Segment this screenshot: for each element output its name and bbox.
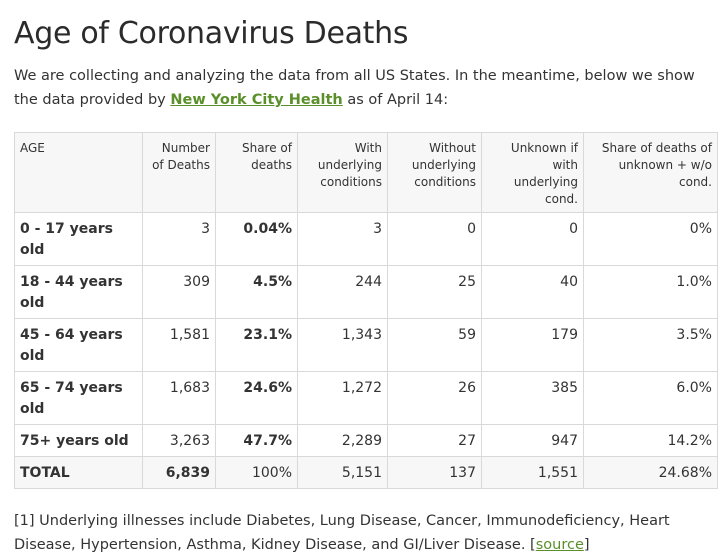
unknown-cell: 385 [481, 371, 584, 425]
footnote: [1] Underlying illnesses include Diabete… [14, 509, 717, 557]
intro-text-end: as of April 14: [342, 92, 449, 108]
age-cell: 45 - 64 years old [14, 318, 143, 372]
total-without-conditions-cell: 137 [387, 456, 482, 489]
total-unknown-cell: 1,551 [481, 456, 584, 489]
header-share-of-deaths: Share of deaths [215, 132, 298, 213]
header-without-conditions: Without underlying conditions [387, 132, 482, 213]
footnote-end: ] [583, 537, 590, 553]
age-cell: 75+ years old [14, 424, 143, 457]
unknown-cell: 179 [481, 318, 584, 372]
with-conditions-cell: 3 [297, 212, 388, 266]
intro-paragraph: We are collecting and analyzing the data… [14, 64, 717, 112]
source-link[interactable]: source [535, 537, 584, 553]
nyc-health-link[interactable]: New York City Health [170, 92, 343, 108]
intro-text: We are collecting and analyzing the data… [14, 68, 695, 108]
table-total-row: TOTAL 6,839 100% 5,151 137 1,551 24.68% [14, 456, 718, 489]
header-share-unknown-wo: Share of deaths of unknown + w/o cond. [583, 132, 718, 213]
without-conditions-cell: 25 [387, 265, 482, 319]
without-conditions-cell: 59 [387, 318, 482, 372]
header-number-of-deaths: Number of Deaths [142, 132, 216, 213]
share-cell: 0.04% [215, 212, 298, 266]
table-row: 75+ years old 3,263 47.7% 2,289 27 947 1… [14, 424, 718, 457]
deaths-cell: 3 [142, 212, 216, 266]
share-cell: 24.6% [215, 371, 298, 425]
share-unknown-cell: 14.2% [583, 424, 718, 457]
share-cell: 47.7% [215, 424, 298, 457]
without-conditions-cell: 0 [387, 212, 482, 266]
unknown-cell: 40 [481, 265, 584, 319]
header-unknown-conditions: Unknown if with underlying cond. [481, 132, 584, 213]
header-age: AGE [14, 132, 143, 213]
age-cell: 0 - 17 years old [14, 212, 143, 266]
deaths-cell: 1,581 [142, 318, 216, 372]
table-row: 65 - 74 years old 1,683 24.6% 1,272 26 3… [14, 371, 718, 425]
share-unknown-cell: 6.0% [583, 371, 718, 425]
table-row: 18 - 44 years old 309 4.5% 244 25 40 1.0… [14, 265, 718, 319]
age-cell: 18 - 44 years old [14, 265, 143, 319]
share-unknown-cell: 1.0% [583, 265, 718, 319]
share-unknown-cell: 0% [583, 212, 718, 266]
with-conditions-cell: 1,343 [297, 318, 388, 372]
total-label-cell: TOTAL [14, 456, 143, 489]
with-conditions-cell: 244 [297, 265, 388, 319]
without-conditions-cell: 26 [387, 371, 482, 425]
share-unknown-cell: 3.5% [583, 318, 718, 372]
table-row: 0 - 17 years old 3 0.04% 3 0 0 0% [14, 212, 718, 266]
with-conditions-cell: 1,272 [297, 371, 388, 425]
header-with-conditions: With underlying conditions [297, 132, 388, 213]
total-share-cell: 100% [215, 456, 298, 489]
total-deaths-cell: 6,839 [142, 456, 216, 489]
unknown-cell: 947 [481, 424, 584, 457]
total-with-conditions-cell: 5,151 [297, 456, 388, 489]
with-conditions-cell: 2,289 [297, 424, 388, 457]
page-title: Age of Coronavirus Deaths [14, 16, 409, 51]
deaths-cell: 3,263 [142, 424, 216, 457]
share-cell: 23.1% [215, 318, 298, 372]
age-cell: 65 - 74 years old [14, 371, 143, 425]
share-cell: 4.5% [215, 265, 298, 319]
deaths-cell: 1,683 [142, 371, 216, 425]
table-row: 45 - 64 years old 1,581 23.1% 1,343 59 1… [14, 318, 718, 372]
deaths-cell: 309 [142, 265, 216, 319]
unknown-cell: 0 [481, 212, 584, 266]
without-conditions-cell: 27 [387, 424, 482, 457]
table-header-row: AGE Number of Deaths Share of deaths Wit… [14, 132, 718, 213]
total-share-unknown-cell: 24.68% [583, 456, 718, 489]
age-deaths-table: AGE Number of Deaths Share of deaths Wit… [14, 132, 718, 489]
